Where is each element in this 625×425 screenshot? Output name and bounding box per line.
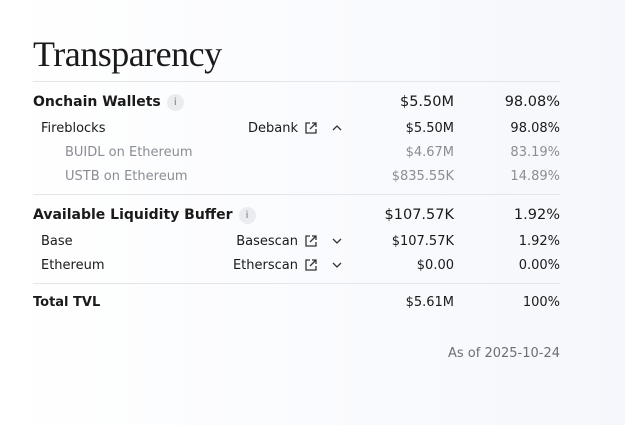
wallet-row-base: Base Basescan $107.57K 1.92% bbox=[33, 230, 560, 252]
info-icon[interactable]: i bbox=[238, 206, 256, 224]
explorer-link[interactable]: Basescan bbox=[236, 233, 298, 249]
divider bbox=[33, 194, 560, 195]
section-percent: 1.92% bbox=[513, 207, 560, 223]
asset-percent: 14.89% bbox=[510, 168, 560, 184]
section-onchain-wallets: Onchain Wallets i $5.50M 98.08% bbox=[33, 91, 560, 113]
explorer-link[interactable]: Debank bbox=[248, 120, 298, 136]
wallet-percent: 1.92% bbox=[518, 233, 560, 249]
divider bbox=[33, 81, 560, 82]
page-title: Transparency bbox=[33, 34, 222, 74]
section-label: Available Liquidity Buffer bbox=[33, 207, 233, 223]
section-amount: $5.50M bbox=[399, 94, 454, 110]
asset-amount: $835.55K bbox=[391, 168, 454, 184]
asset-name: BUIDL on Ethereum bbox=[65, 144, 193, 160]
info-icon[interactable]: i bbox=[166, 93, 184, 111]
as-of-date: As of 2025-10-24 bbox=[447, 346, 560, 361]
total-tvl-row: Total TVL $5.61M 100% bbox=[33, 291, 560, 313]
section-label: Onchain Wallets bbox=[33, 94, 161, 110]
external-link-icon[interactable] bbox=[304, 121, 318, 135]
wallet-amount: $0.00 bbox=[416, 257, 454, 273]
asset-name: USTB on Ethereum bbox=[65, 168, 188, 184]
divider bbox=[33, 283, 560, 284]
wallet-percent: 98.08% bbox=[510, 120, 560, 136]
section-liquidity-buffer: Available Liquidity Buffer i $107.57K 1.9… bbox=[33, 204, 560, 226]
chevron-down-icon[interactable] bbox=[330, 258, 344, 272]
wallet-name: Fireblocks bbox=[41, 120, 106, 136]
asset-percent: 83.19% bbox=[510, 144, 560, 160]
asset-amount: $4.67M bbox=[405, 144, 454, 160]
asset-row: BUIDL on Ethereum $4.67M 83.19% bbox=[33, 141, 560, 163]
total-label: Total TVL bbox=[33, 294, 101, 310]
explorer-link[interactable]: Etherscan bbox=[232, 257, 298, 273]
wallet-name: Base bbox=[41, 233, 73, 249]
total-percent: 100% bbox=[522, 294, 560, 310]
wallet-name: Ethereum bbox=[41, 257, 105, 273]
wallet-percent: 0.00% bbox=[518, 257, 560, 273]
total-amount: $5.61M bbox=[405, 294, 454, 310]
chevron-down-icon[interactable] bbox=[330, 234, 344, 248]
external-link-icon[interactable] bbox=[304, 234, 318, 248]
wallet-row-ethereum: Ethereum Etherscan $0.00 0.00% bbox=[33, 254, 560, 276]
external-link-icon[interactable] bbox=[304, 258, 318, 272]
chevron-up-icon[interactable] bbox=[330, 121, 344, 135]
wallet-row-fireblocks: Fireblocks Debank $5.50M 98.08% bbox=[33, 117, 560, 139]
wallet-amount: $5.50M bbox=[405, 120, 454, 136]
section-percent: 98.08% bbox=[504, 94, 560, 110]
section-amount: $107.57K bbox=[384, 207, 454, 223]
asset-row: USTB on Ethereum $835.55K 14.89% bbox=[33, 165, 560, 187]
wallet-amount: $107.57K bbox=[391, 233, 454, 249]
